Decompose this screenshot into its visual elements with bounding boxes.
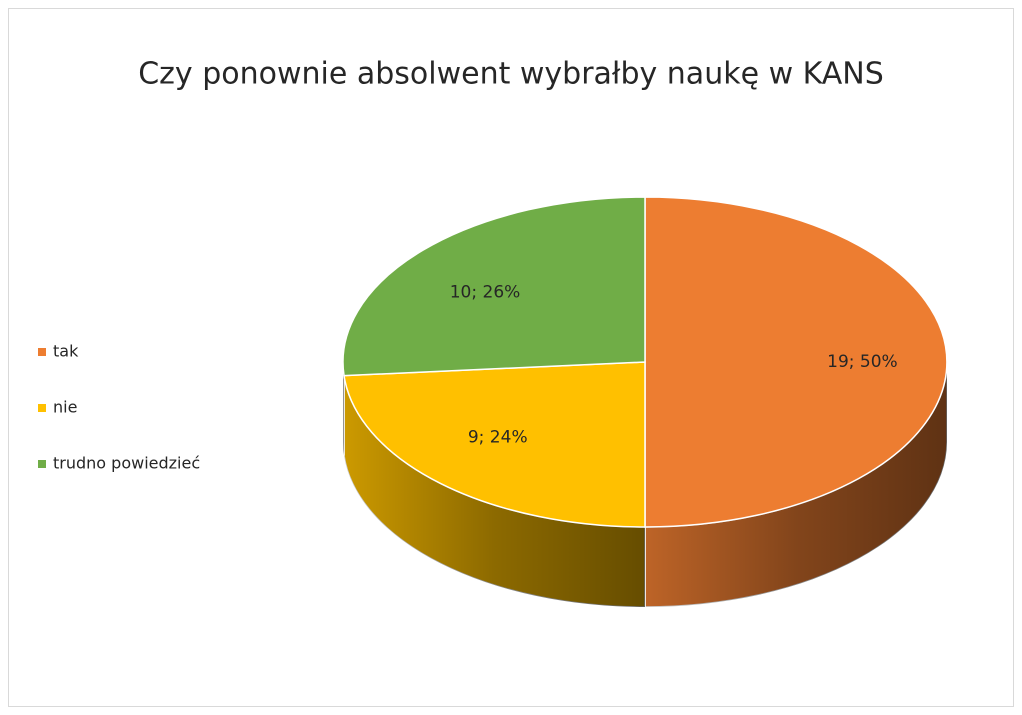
- legend-swatch: [38, 404, 46, 412]
- data-label: 9; 24%: [468, 427, 528, 447]
- legend-swatch: [38, 460, 46, 468]
- legend-swatch: [38, 348, 46, 356]
- slice-side-shade: [344, 375, 645, 607]
- slice-side-shade: [343, 362, 345, 456]
- chart-title: Czy ponownie absolwent wybrałby naukę w …: [138, 57, 884, 92]
- legend-label: trudno powiedzieć: [53, 454, 200, 473]
- legend-label: tak: [53, 342, 79, 361]
- data-label: 10; 26%: [450, 283, 521, 303]
- legend-label: nie: [53, 398, 77, 417]
- slice: [342, 196, 646, 377]
- slice: [644, 196, 948, 528]
- data-label: 19; 50%: [827, 352, 898, 372]
- slice-side-shade: [645, 362, 947, 607]
- slice: [343, 361, 646, 528]
